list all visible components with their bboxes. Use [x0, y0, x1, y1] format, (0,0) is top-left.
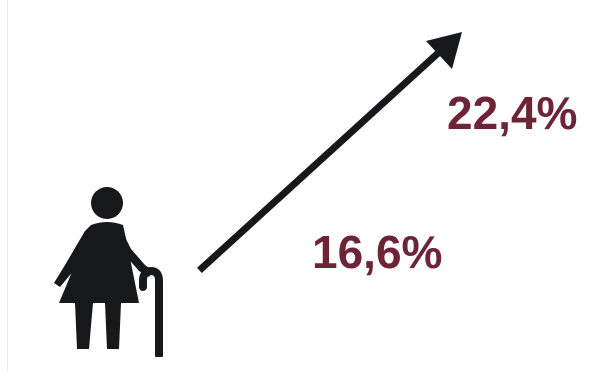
elderly-person-with-cane-icon — [54, 187, 163, 357]
upward-trend-arrow-icon — [197, 32, 462, 273]
value-high-label: 22,4% — [447, 87, 578, 139]
left-divider — [7, 0, 8, 371]
value-low-label: 16,6% — [312, 226, 443, 278]
